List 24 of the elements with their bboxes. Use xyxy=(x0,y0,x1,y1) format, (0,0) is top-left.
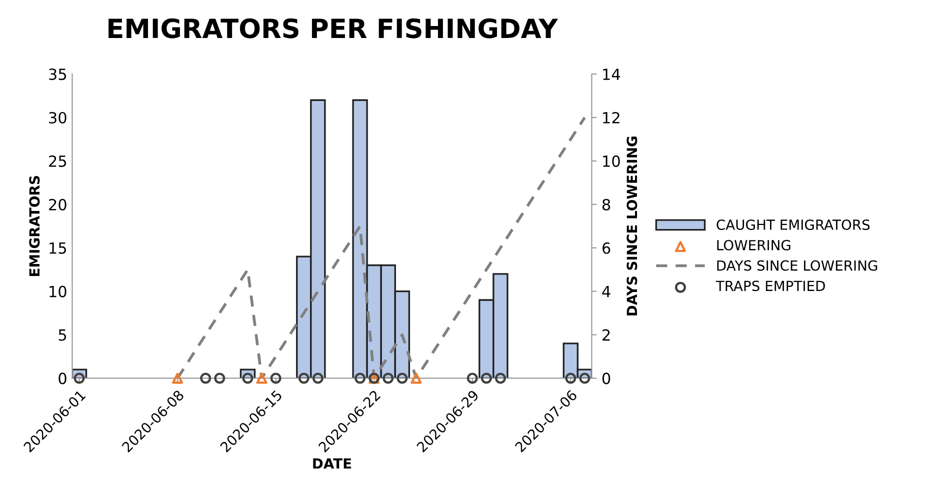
legend-label: DAYS SINCE LOWERING xyxy=(717,260,878,271)
y2-tick-label: 8 xyxy=(602,198,610,210)
y2-tick-label: 0 xyxy=(602,372,610,384)
y-tick-label: 25 xyxy=(49,155,66,167)
y-axis-title: EMIGRATORS xyxy=(29,176,40,276)
y-tick-label: 0 xyxy=(58,372,66,384)
x-axis-title: DATE xyxy=(313,458,352,469)
legend-label: TRAPS EMPTIED xyxy=(716,280,825,292)
y2-axis-title: DAYS SINCE LOWERING xyxy=(626,136,638,316)
chart-title: EMIGRATORS PER FISHINGDAY xyxy=(108,18,558,38)
y-tick-label: 15 xyxy=(50,242,66,254)
y-tick-label: 10 xyxy=(50,286,66,298)
y2-tick-label: 12 xyxy=(603,112,620,124)
y-tick-label: 5 xyxy=(58,329,66,341)
y2-tick-label: 6 xyxy=(602,242,610,254)
y-tick-label: 35 xyxy=(49,68,66,80)
y2-tick-label: 2 xyxy=(602,329,610,341)
legend-label: LOWERING xyxy=(717,240,790,250)
legend-label: CAUGHT EMIGRATORS xyxy=(716,219,870,230)
y2-tick-label: 10 xyxy=(603,155,620,167)
y-tick-label: 30 xyxy=(49,112,66,124)
y2-tick-label: 14 xyxy=(603,68,620,80)
y-tick-label: 20 xyxy=(49,198,66,210)
y2-tick-label: 4 xyxy=(602,286,610,298)
